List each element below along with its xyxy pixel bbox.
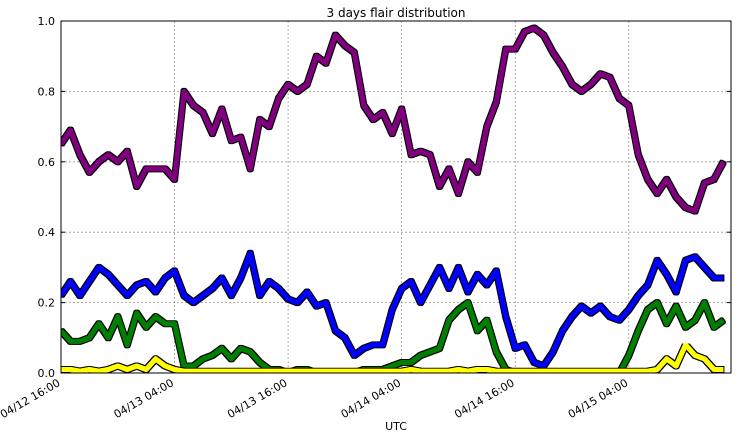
series-line [61,300,725,373]
y-tick-label: 1.0 [38,15,56,28]
x-tick-label: 04/13 04:00 [112,376,176,421]
y-tick-label: 0.6 [38,156,56,169]
plot-frame [60,20,732,374]
x-tick-label: 04/15 04:00 [566,376,630,421]
x-tick-label: 04/13 16:00 [225,376,289,421]
chart-title: 3 days flair distribution [327,6,466,20]
x-axis-label: UTC [385,420,407,433]
y-tick-label: 0.2 [38,297,56,310]
y-tick-label: 0.4 [38,226,56,239]
series-line [61,342,724,373]
plot-lines [61,25,726,373]
x-tick-label: 04/14 16:00 [452,376,516,421]
x-tick-label: 04/14 04:00 [339,376,403,421]
x-tick-label: 04/12 16:00 [0,376,63,421]
y-tick-label: 0.0 [38,367,56,380]
series-line [61,25,726,214]
y-tick-label: 0.8 [38,85,56,98]
series-line [61,250,724,369]
